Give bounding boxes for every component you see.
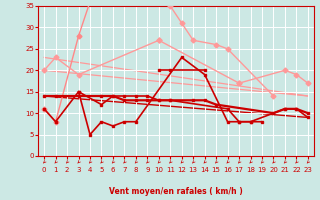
- X-axis label: Vent moyen/en rafales ( km/h ): Vent moyen/en rafales ( km/h ): [109, 187, 243, 196]
